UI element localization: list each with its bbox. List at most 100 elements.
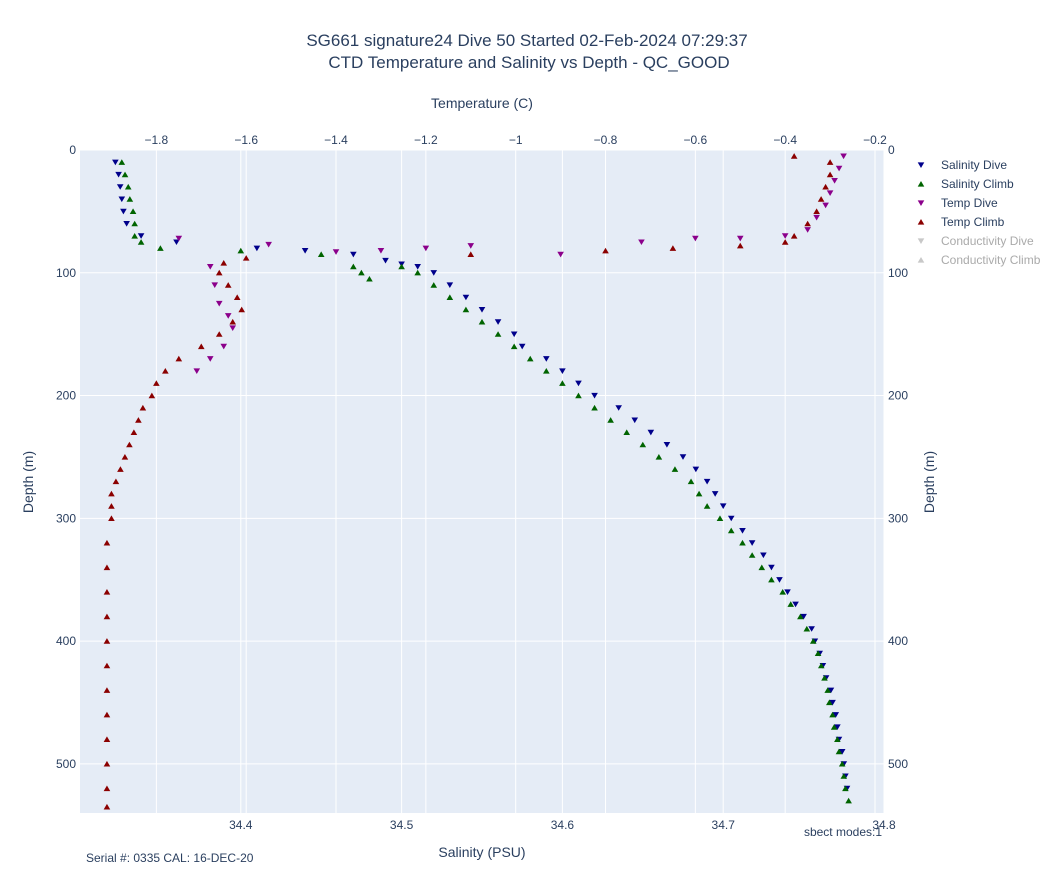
data-point	[602, 247, 609, 254]
legend-marker	[917, 200, 925, 206]
data-point	[103, 662, 111, 669]
legend-item-salinity-climb[interactable]: Salinity Climb	[917, 177, 1014, 191]
data-point	[215, 331, 223, 337]
data-point	[398, 263, 405, 270]
data-point	[776, 577, 783, 583]
data-point	[623, 429, 631, 436]
x-bottom-tick-label: 34.4	[229, 818, 253, 832]
legend-item-conductivity-climb[interactable]: Conductivity Climb	[917, 253, 1041, 267]
data-point	[739, 539, 746, 546]
data-point	[494, 319, 502, 325]
data-point	[739, 527, 746, 534]
data-point	[631, 417, 639, 424]
data-point	[467, 243, 475, 249]
x-top-tick-label: −0.2	[863, 133, 887, 147]
data-point	[800, 613, 807, 620]
data-point	[175, 235, 183, 242]
y-right-axis-title: Depth (m)	[921, 451, 937, 513]
data-point	[414, 263, 421, 270]
data-point	[265, 241, 272, 248]
data-point	[784, 589, 791, 595]
data-point	[845, 797, 852, 804]
data-point	[462, 306, 470, 313]
data-point	[615, 405, 622, 411]
legend-item-temp-dive[interactable]: Temp Dive	[917, 196, 998, 210]
data-point	[817, 662, 825, 669]
series-temp-climb	[103, 153, 834, 810]
data-point	[229, 318, 237, 325]
data-point	[760, 552, 767, 559]
data-point	[175, 355, 183, 362]
data-point	[543, 368, 550, 374]
data-point	[103, 803, 111, 810]
data-point	[103, 736, 111, 742]
data-point	[206, 356, 214, 362]
data-point	[121, 453, 129, 460]
data-point	[591, 392, 598, 399]
data-point	[197, 343, 205, 350]
legend-marker	[917, 181, 925, 187]
legend-label: Salinity Dive	[941, 158, 1007, 172]
data-point	[317, 251, 325, 258]
data-point	[193, 368, 201, 374]
data-point	[663, 442, 671, 448]
data-point	[821, 674, 828, 681]
data-point	[350, 251, 357, 258]
x-bottom-tick-label: 34.5	[390, 818, 414, 832]
x-bottom-tick-label: 34.7	[712, 818, 736, 832]
x-top-tick-label: −0.4	[773, 133, 797, 147]
data-point	[229, 325, 237, 331]
data-point	[826, 159, 834, 165]
legend-item-temp-climb[interactable]: Temp Climb	[917, 215, 1005, 229]
data-point	[157, 245, 164, 251]
data-point	[822, 202, 829, 209]
data-point	[834, 724, 841, 731]
data-point	[804, 220, 811, 227]
data-point	[350, 263, 357, 270]
data-point	[842, 785, 849, 792]
data-point	[781, 233, 789, 239]
data-point	[748, 540, 756, 546]
data-point	[727, 515, 735, 522]
data-point	[543, 356, 550, 362]
data-point	[139, 404, 147, 411]
data-point	[808, 626, 815, 632]
data-point	[781, 239, 789, 245]
data-point	[559, 380, 566, 386]
data-point	[832, 712, 840, 718]
y-left-axis-title: Depth (m)	[20, 451, 36, 513]
data-point	[797, 613, 804, 620]
data-point	[813, 214, 820, 221]
legend-item-salinity-dive[interactable]: Salinity Dive	[917, 158, 1008, 172]
data-point	[422, 245, 430, 252]
data-point	[414, 269, 421, 276]
data-point	[607, 417, 614, 423]
data-point	[224, 282, 232, 288]
y-left-tick-label: 200	[56, 389, 76, 403]
data-point	[669, 245, 677, 251]
data-point	[838, 748, 846, 755]
data-point	[559, 368, 566, 374]
y-left-tick-label: 500	[56, 757, 76, 771]
data-point	[103, 638, 111, 644]
data-point	[115, 171, 122, 178]
y-right-tick-label: 400	[888, 634, 908, 648]
x-top-tick-label: −1	[509, 133, 523, 147]
data-point	[591, 404, 598, 411]
data-point	[829, 711, 836, 718]
legend-item-conductivity-dive[interactable]: Conductivity Dive	[917, 234, 1034, 248]
data-point	[692, 466, 700, 473]
data-point	[131, 232, 138, 239]
x-top-tick-label: −0.8	[594, 133, 618, 147]
data-point	[137, 239, 145, 245]
chart-title: SG661 signature24 Dive 50 Started 02-Feb…	[306, 31, 747, 50]
data-point	[478, 306, 486, 313]
y-right-tick-label: 0	[888, 143, 895, 157]
data-point	[826, 190, 834, 196]
legend[interactable]: Salinity Dive Salinity Climb Temp Dive Temp…	[917, 158, 1041, 267]
y-left-tick-label: 0	[69, 143, 76, 157]
data-point	[827, 687, 835, 694]
data-point	[575, 380, 582, 387]
data-point	[840, 153, 847, 160]
data-point	[830, 724, 838, 730]
